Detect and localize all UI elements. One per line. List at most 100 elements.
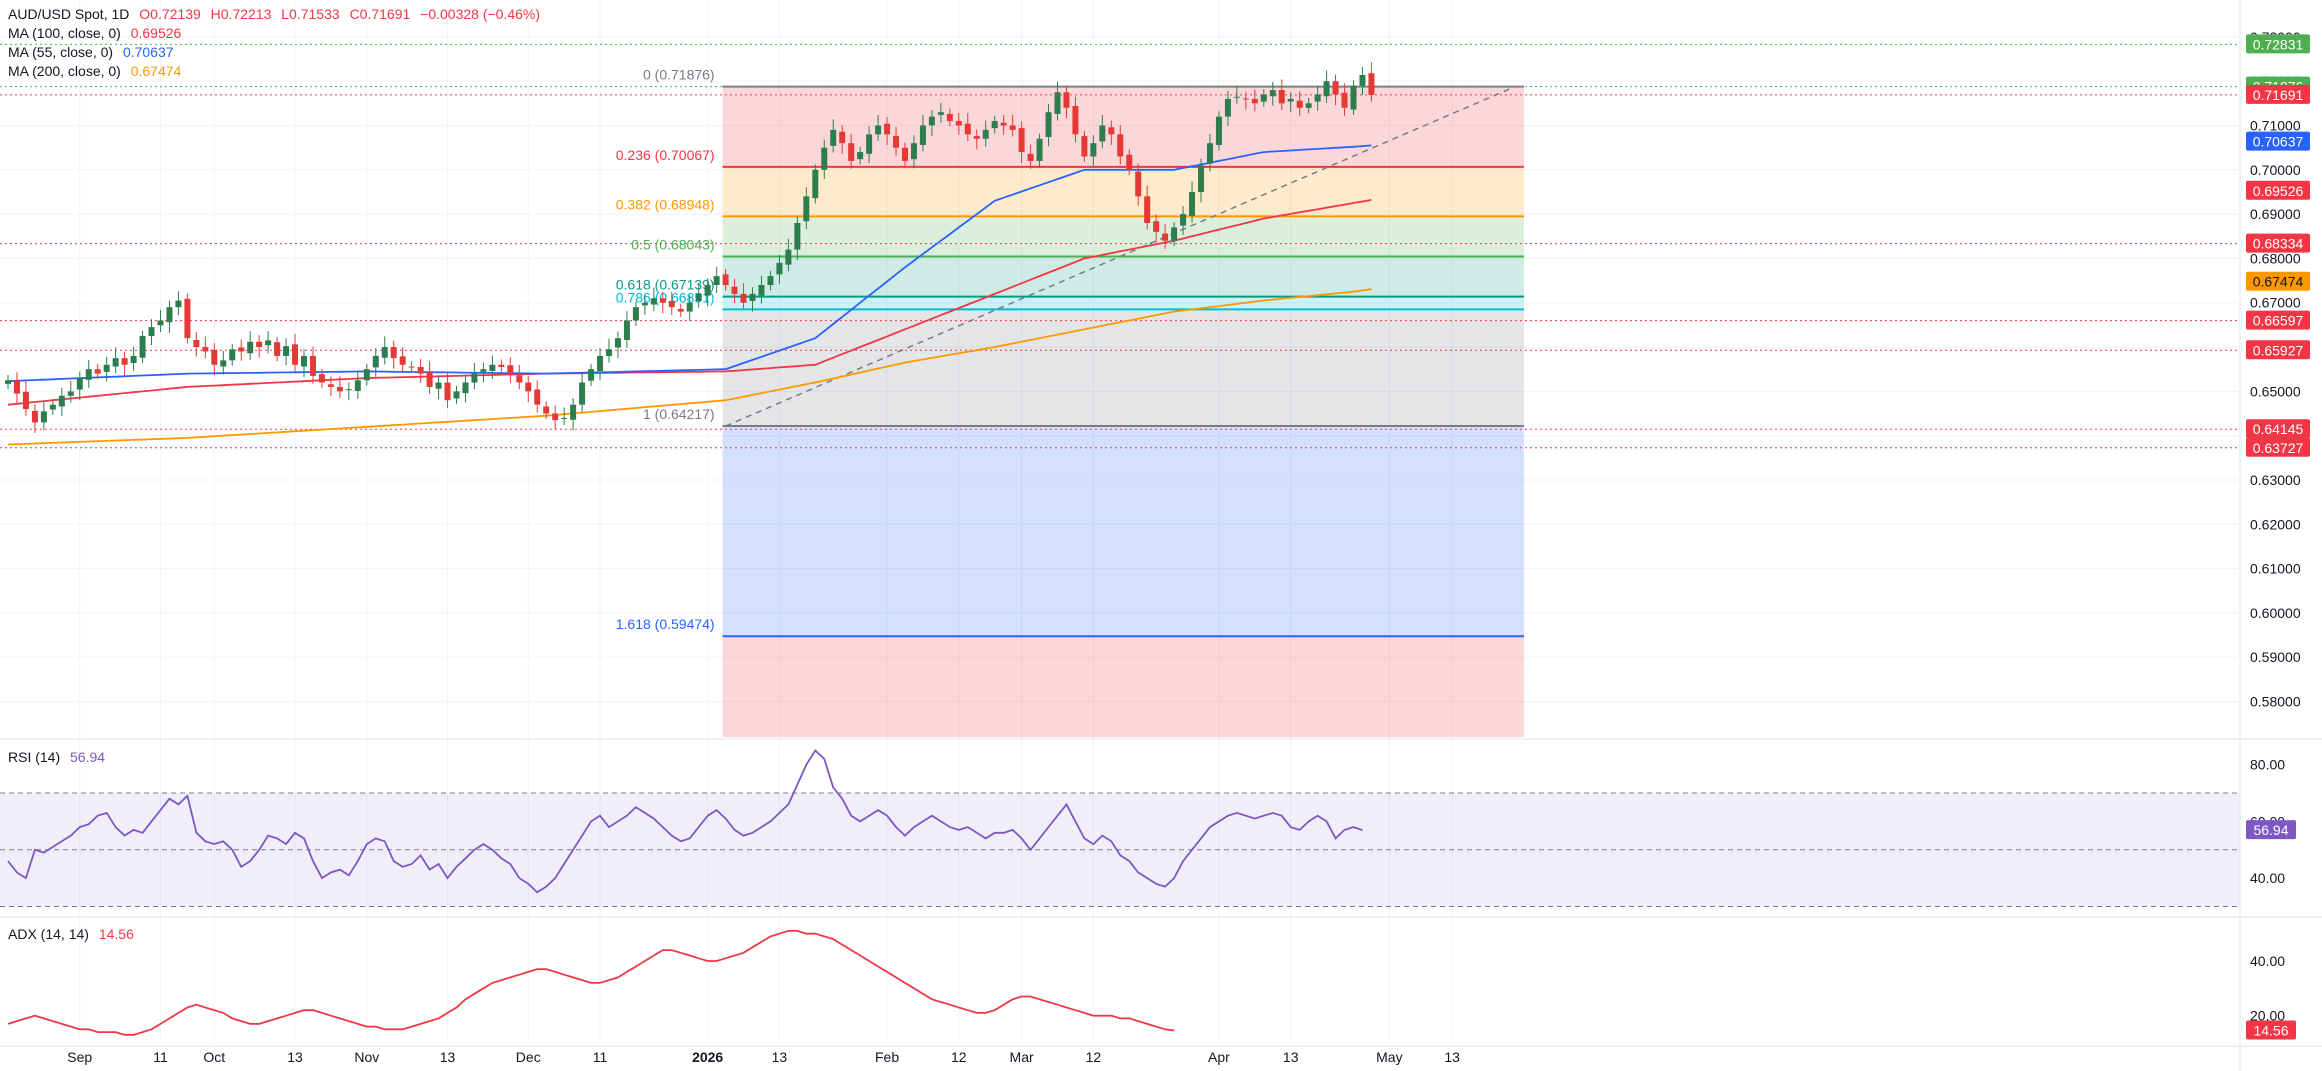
candle[interactable] — [1296, 91, 1303, 116]
candle[interactable] — [1162, 224, 1169, 249]
candle[interactable] — [686, 294, 693, 321]
candle[interactable] — [650, 287, 657, 312]
candle[interactable] — [632, 301, 639, 326]
candle[interactable] — [22, 381, 29, 416]
candle[interactable] — [839, 125, 846, 154]
candle[interactable] — [552, 405, 559, 430]
candle[interactable] — [1108, 120, 1115, 145]
candle[interactable] — [49, 399, 56, 415]
candle[interactable] — [1278, 79, 1285, 110]
candle[interactable] — [139, 330, 146, 364]
candle[interactable] — [220, 351, 227, 375]
candle[interactable] — [955, 113, 962, 135]
candle[interactable] — [372, 347, 379, 377]
candle[interactable] — [1287, 92, 1294, 113]
candle[interactable] — [1269, 82, 1276, 106]
time-axis[interactable]: Sep 11 Oct 13 Nov 13 Dec 11 2026 13 Feb 12 Mar 12 Apr 1… — [67, 1049, 1460, 1065]
candle[interactable] — [318, 368, 325, 388]
candle[interactable] — [157, 309, 164, 332]
candle[interactable] — [94, 363, 101, 379]
candle[interactable] — [229, 343, 236, 366]
candle[interactable] — [570, 398, 577, 431]
candle[interactable] — [973, 129, 980, 150]
candle[interactable] — [884, 117, 891, 145]
candle[interactable] — [1206, 133, 1213, 172]
candle[interactable] — [579, 373, 586, 413]
candle[interactable] — [928, 109, 935, 137]
candle[interactable] — [363, 363, 370, 386]
candle[interactable] — [749, 287, 756, 312]
candle[interactable] — [964, 113, 971, 141]
candle[interactable] — [1072, 96, 1079, 143]
candle[interactable] — [40, 401, 47, 431]
candle[interactable] — [695, 283, 702, 308]
candle[interactable] — [1305, 98, 1312, 114]
candle[interactable] — [1135, 163, 1142, 206]
candle[interactable] — [283, 338, 290, 366]
candle[interactable] — [166, 300, 173, 333]
candle[interactable] — [265, 331, 272, 354]
candle[interactable] — [1251, 89, 1258, 112]
candle[interactable] — [561, 407, 568, 426]
candle[interactable] — [292, 333, 299, 372]
candle[interactable] — [1117, 125, 1124, 165]
candle[interactable] — [830, 119, 837, 153]
candle[interactable] — [1198, 158, 1205, 203]
candle[interactable] — [857, 146, 864, 165]
candle[interactable] — [785, 238, 792, 272]
candle[interactable] — [534, 380, 541, 413]
candle[interactable] — [58, 387, 65, 416]
candle[interactable] — [740, 283, 747, 310]
candle[interactable] — [848, 133, 855, 169]
candle[interactable] — [677, 303, 684, 317]
candle[interactable] — [354, 370, 361, 399]
candle[interactable] — [381, 336, 388, 365]
candle[interactable] — [507, 357, 514, 383]
candle[interactable] — [453, 386, 460, 404]
candle[interactable] — [480, 362, 487, 383]
candle[interactable] — [1126, 149, 1133, 176]
candle[interactable] — [1233, 86, 1240, 104]
candle[interactable] — [13, 372, 20, 403]
candle[interactable] — [1215, 111, 1222, 151]
candle[interactable] — [193, 331, 200, 357]
candle[interactable] — [85, 359, 92, 388]
candle[interactable] — [1009, 114, 1016, 137]
candle[interactable] — [919, 114, 926, 152]
candle[interactable] — [327, 376, 334, 397]
candle[interactable] — [1341, 83, 1348, 116]
candle[interactable] — [202, 336, 209, 359]
candle[interactable] — [1018, 121, 1025, 163]
candle[interactable] — [946, 108, 953, 127]
candle[interactable] — [5, 374, 11, 390]
candle[interactable] — [767, 270, 774, 291]
candle[interactable] — [1323, 70, 1330, 103]
candle[interactable] — [462, 374, 469, 403]
candle[interactable] — [713, 266, 720, 293]
candle[interactable] — [256, 335, 263, 358]
candle[interactable] — [875, 114, 882, 141]
candle[interactable] — [659, 291, 666, 314]
candle[interactable] — [130, 346, 137, 371]
candle[interactable] — [803, 187, 810, 230]
candle[interactable] — [444, 373, 451, 409]
candle[interactable] — [301, 349, 308, 378]
candle[interactable] — [1099, 114, 1106, 149]
candle[interactable] — [435, 375, 442, 400]
candle[interactable] — [893, 126, 900, 156]
candle[interactable] — [982, 120, 989, 147]
candle[interactable] — [516, 364, 523, 390]
candle[interactable] — [597, 347, 604, 381]
candle[interactable] — [821, 139, 828, 180]
candle[interactable] — [794, 216, 801, 261]
candle[interactable] — [1171, 222, 1178, 247]
candle[interactable] — [910, 135, 917, 169]
candle[interactable] — [336, 376, 343, 399]
candle[interactable] — [902, 142, 908, 167]
candle[interactable] — [605, 338, 612, 363]
candle[interactable] — [309, 346, 316, 384]
candle[interactable] — [776, 254, 783, 284]
candle[interactable] — [641, 294, 648, 315]
